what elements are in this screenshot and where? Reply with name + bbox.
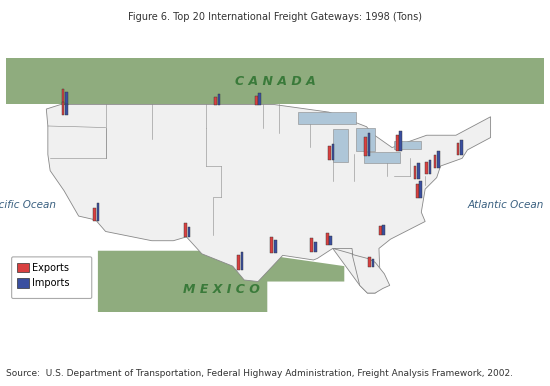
Bar (310, 238, 313, 252)
Text: C A N A D A: C A N A D A (235, 75, 315, 88)
Bar (326, 233, 328, 245)
Bar (433, 155, 436, 168)
Bar (62, 102, 64, 115)
Bar (364, 137, 367, 156)
Bar (65, 105, 68, 115)
Text: M E X I C O: M E X I C O (183, 283, 260, 296)
Bar (97, 203, 100, 222)
Bar (399, 131, 402, 151)
Bar (17, 278, 29, 288)
Bar (94, 208, 96, 222)
Polygon shape (364, 152, 400, 163)
Bar (368, 133, 371, 156)
Bar (425, 162, 428, 174)
Bar (437, 151, 440, 168)
Bar (258, 93, 261, 105)
Bar (414, 166, 416, 179)
Bar (428, 160, 431, 174)
Bar (328, 146, 331, 160)
Polygon shape (46, 105, 491, 293)
Text: Figure 6. Top 20 International Freight Gateways: 1998 (Tons): Figure 6. Top 20 International Freight G… (128, 12, 422, 22)
FancyBboxPatch shape (12, 257, 92, 298)
Bar (17, 263, 29, 272)
Bar (214, 97, 217, 105)
Bar (332, 144, 334, 160)
Text: Pacific Ocean: Pacific Ocean (0, 200, 56, 210)
Bar (271, 237, 273, 253)
Bar (274, 240, 277, 253)
Bar (62, 89, 64, 105)
Bar (372, 259, 375, 267)
Polygon shape (6, 58, 544, 105)
Bar (329, 236, 332, 245)
Polygon shape (333, 129, 348, 162)
Polygon shape (98, 251, 344, 312)
Bar (188, 227, 190, 237)
Bar (460, 141, 463, 155)
Bar (65, 92, 68, 105)
Bar (255, 96, 257, 105)
Polygon shape (298, 112, 356, 124)
Text: Source:  U.S. Department of Transportation, Federal Highway Administration, Frei: Source: U.S. Department of Transportatio… (6, 369, 513, 378)
Bar (396, 135, 399, 151)
Bar (184, 223, 187, 237)
Text: Imports: Imports (32, 278, 70, 288)
Bar (368, 257, 371, 267)
Bar (218, 95, 221, 105)
Polygon shape (394, 141, 421, 149)
Text: Atlantic Ocean: Atlantic Ocean (468, 200, 544, 210)
Bar (417, 163, 420, 179)
Bar (379, 227, 382, 235)
Text: Exports: Exports (32, 262, 69, 273)
Bar (314, 242, 317, 252)
Polygon shape (356, 127, 375, 151)
Polygon shape (333, 249, 390, 293)
Bar (416, 184, 419, 198)
Bar (419, 181, 422, 198)
Bar (456, 143, 459, 155)
Bar (382, 225, 385, 235)
Bar (237, 255, 240, 270)
Bar (241, 252, 244, 270)
